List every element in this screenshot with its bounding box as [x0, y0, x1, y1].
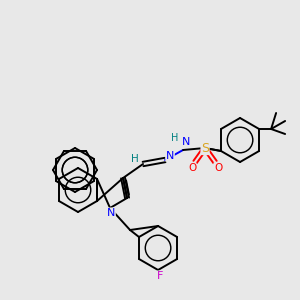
Text: S: S [201, 142, 209, 154]
Text: N: N [166, 151, 174, 161]
Text: N: N [107, 208, 115, 218]
Text: O: O [188, 163, 196, 173]
Text: F: F [157, 271, 163, 281]
Text: O: O [214, 163, 222, 173]
Text: N: N [182, 137, 190, 147]
Text: H: H [171, 133, 179, 143]
Text: H: H [131, 154, 139, 164]
